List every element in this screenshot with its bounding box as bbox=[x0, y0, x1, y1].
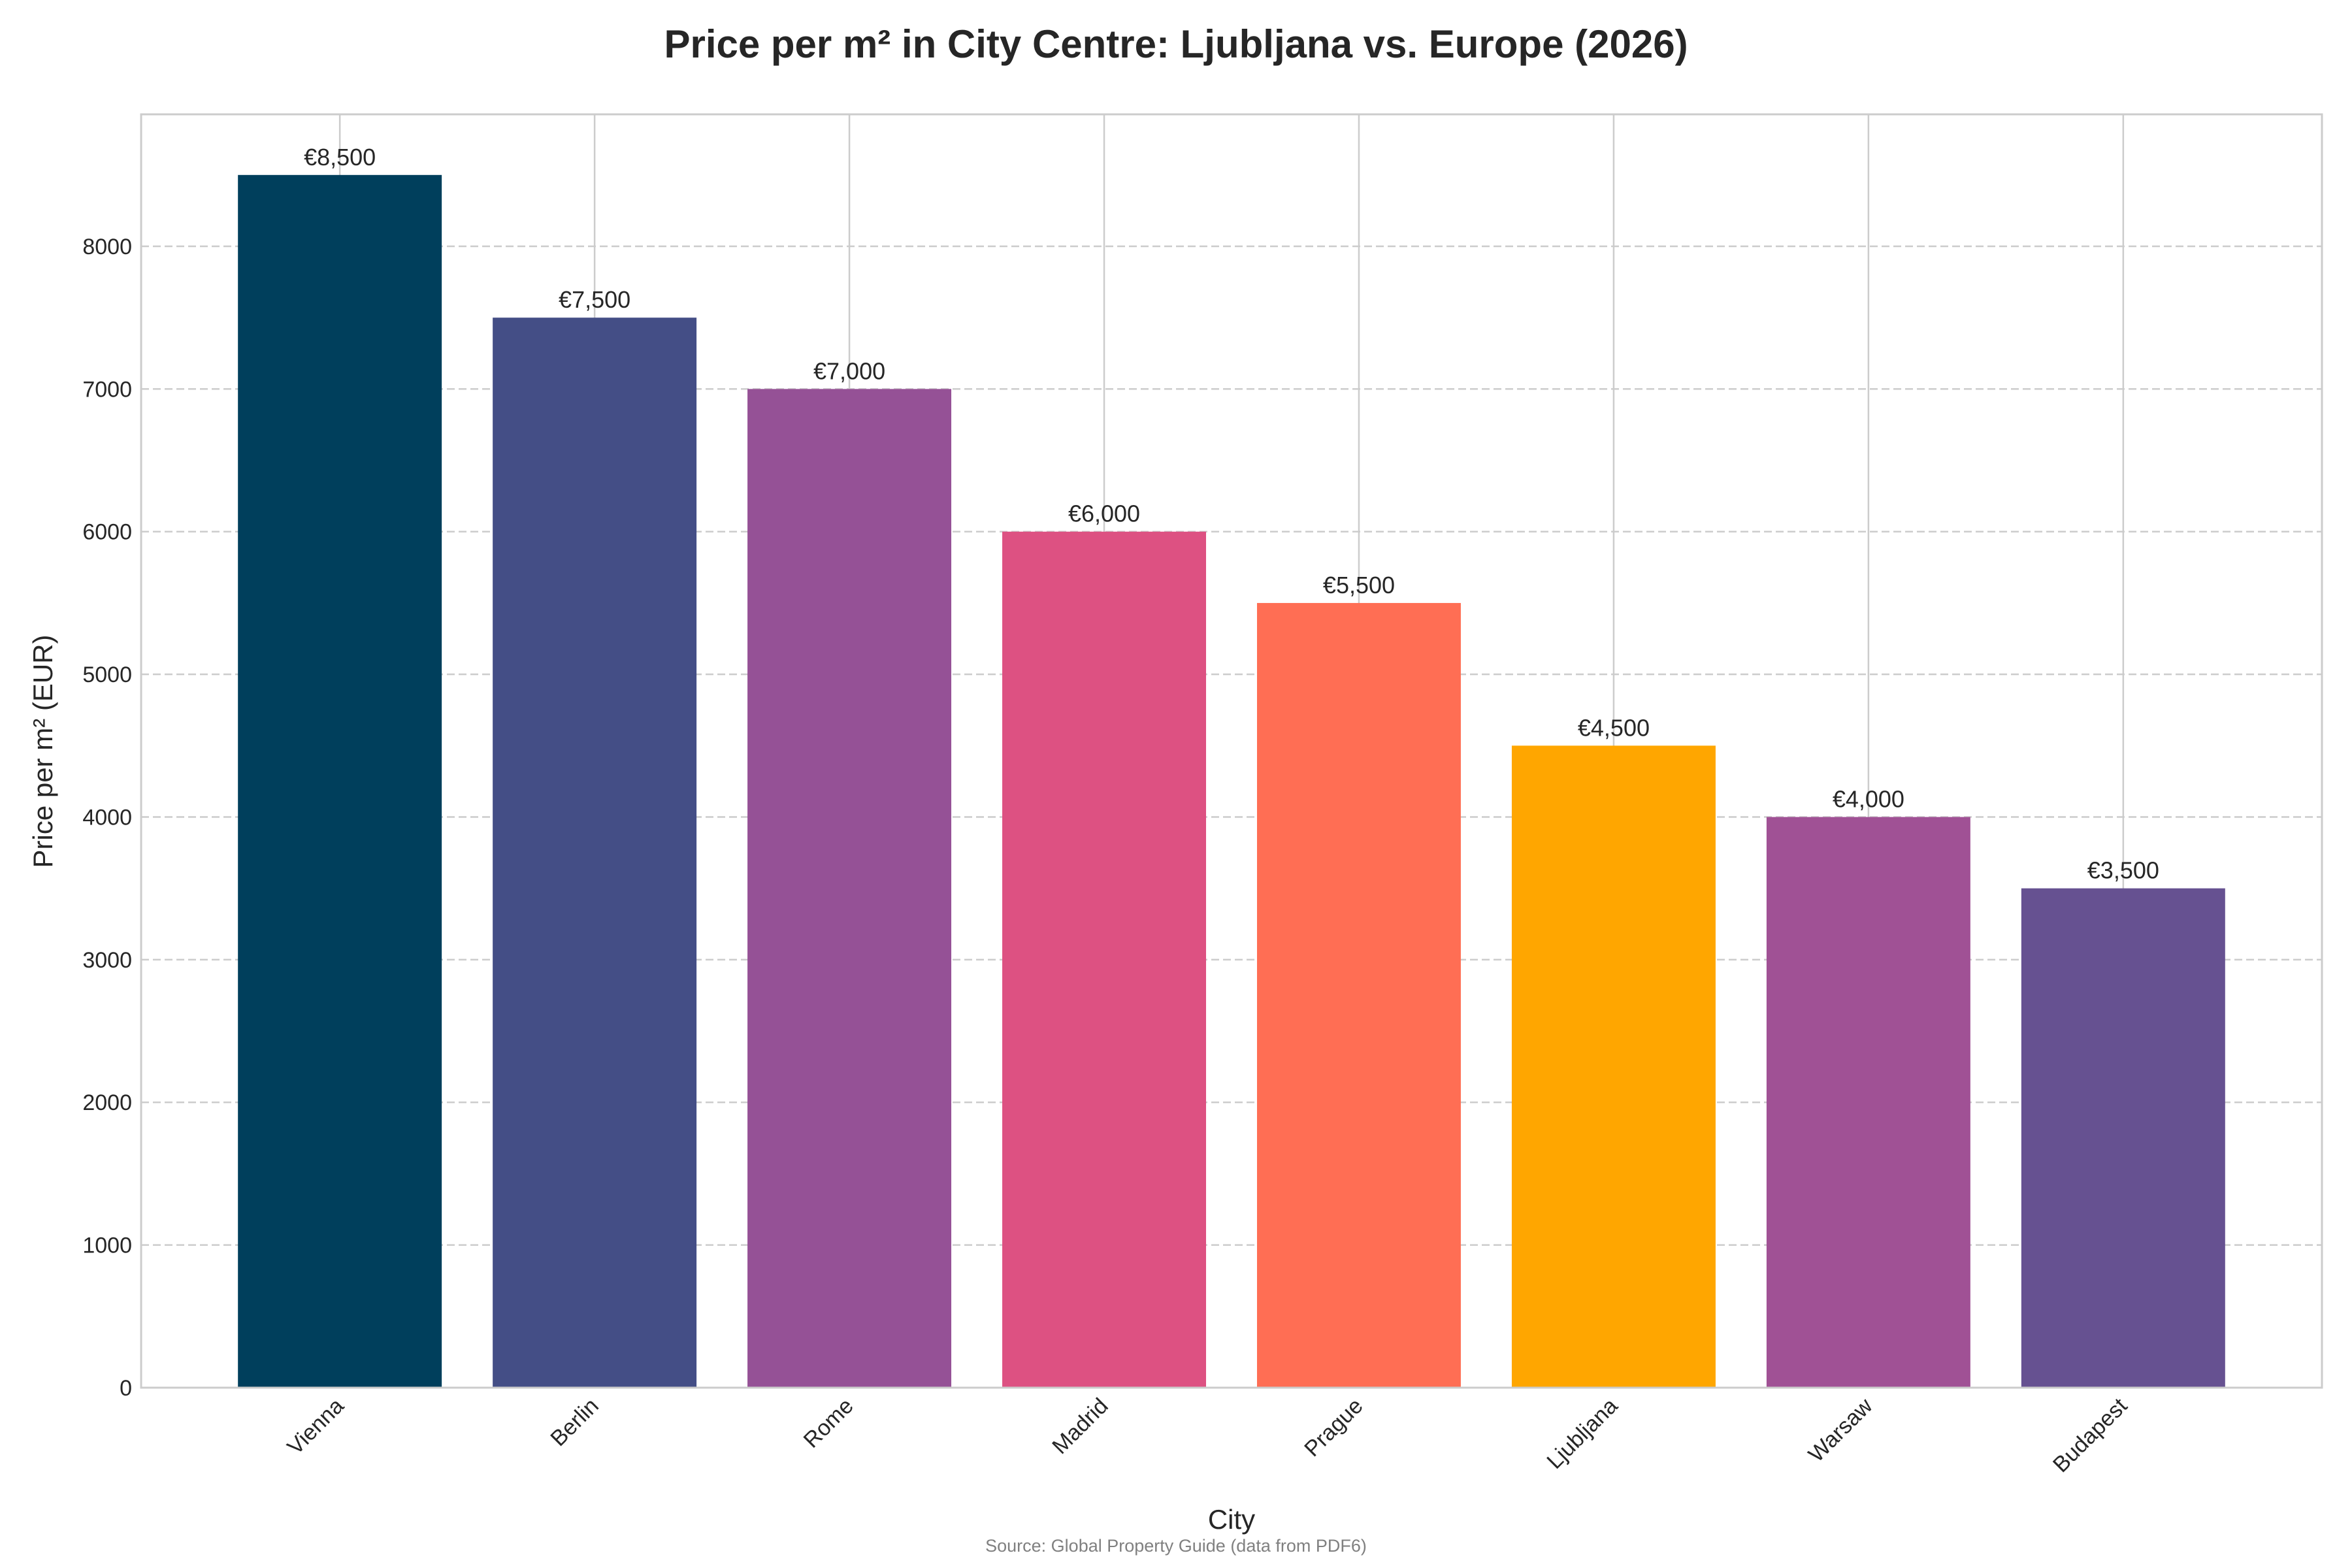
bar-prague bbox=[1256, 602, 1461, 1388]
bar-rome bbox=[747, 389, 952, 1388]
y-tick-label: 0 bbox=[120, 1376, 132, 1401]
y-tick-label: 8000 bbox=[82, 235, 132, 259]
x-axis-label: City bbox=[1208, 1504, 1255, 1535]
y-tick-label: 7000 bbox=[82, 377, 132, 402]
y-tick-label: 1000 bbox=[82, 1233, 132, 1258]
data-label: €6,000 bbox=[1068, 500, 1140, 527]
y-tick-label: 3000 bbox=[82, 948, 132, 973]
data-label: €8,500 bbox=[304, 144, 376, 171]
axes-frame bbox=[140, 113, 2323, 1389]
source-note: Source: Global Property Guide (data from… bbox=[985, 1536, 1367, 1556]
bar-madrid bbox=[1002, 531, 1207, 1388]
bar-warsaw bbox=[1766, 817, 1970, 1388]
data-label: €4,000 bbox=[1833, 785, 1904, 812]
bar-ljubljana bbox=[1511, 745, 1716, 1388]
data-label: €7,500 bbox=[559, 286, 630, 313]
bar-budapest bbox=[2021, 888, 2225, 1388]
bar-berlin bbox=[493, 318, 697, 1388]
bars bbox=[238, 174, 2225, 1388]
y-tick-label: 5000 bbox=[82, 662, 132, 687]
y-tick-label: 4000 bbox=[82, 805, 132, 830]
data-label: €3,500 bbox=[2087, 857, 2159, 884]
bar-vienna bbox=[238, 174, 442, 1388]
data-label: €5,500 bbox=[1323, 572, 1395, 598]
chart-title: Price per m² in City Centre: Ljubljana v… bbox=[664, 22, 1688, 66]
y-tick-label: 2000 bbox=[82, 1090, 132, 1115]
data-label: €4,500 bbox=[1578, 714, 1650, 741]
y-axis-label: Price per m² (EUR) bbox=[27, 634, 58, 868]
y-tick-label: 6000 bbox=[82, 520, 132, 545]
data-label: €7,000 bbox=[813, 357, 885, 384]
